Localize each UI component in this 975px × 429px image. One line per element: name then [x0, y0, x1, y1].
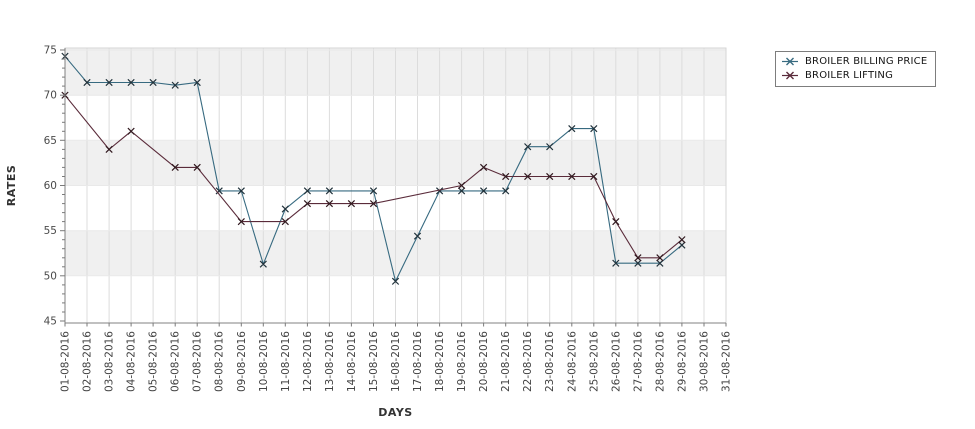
chart-legend: BROILER BILLING PRICE BROILER LIFTING — [775, 51, 936, 87]
y-axis-title: RATES — [5, 165, 18, 207]
axis-ticks — [60, 49, 727, 327]
x-tick-label: 24-08-2016 — [566, 331, 578, 392]
x-tick-label: 31-08-2016 — [721, 331, 733, 392]
x-marker-icon — [782, 57, 798, 66]
x-tick-labels: 01-08-2016 02-08-2016 03-08-2016 04-08-2016… — [60, 331, 733, 392]
legend-label: BROILER BILLING PRICE — [805, 56, 928, 67]
x-tick-label: 08-08-2016 — [214, 331, 226, 392]
x-tick-label: 11-08-2016 — [280, 331, 292, 392]
x-axis-title: DAYS — [378, 406, 412, 419]
x-tick-label: 27-08-2016 — [632, 331, 644, 392]
x-tick-label: 28-08-2016 — [654, 331, 666, 392]
x-tick-label: 16-08-2016 — [390, 331, 402, 392]
legend-label: BROILER LIFTING — [805, 70, 894, 81]
legend-item-broiler-billing-price: BROILER BILLING PRICE — [782, 55, 929, 68]
x-tick-label: 17-08-2016 — [412, 331, 424, 392]
y-tick-label: 60 — [44, 180, 57, 192]
x-marker-icon — [782, 71, 798, 80]
y-tick-labels: 45 50 55 60 65 70 75 — [44, 45, 57, 328]
series-line-broiler-lifting — [64, 94, 683, 259]
x-tick-label: 26-08-2016 — [610, 331, 622, 392]
x-tick-label: 18-08-2016 — [434, 331, 446, 392]
x-tick-label: 14-08-2016 — [346, 331, 358, 392]
x-tick-label: 02-08-2016 — [82, 331, 94, 392]
y-tick-label: 75 — [44, 45, 57, 57]
y-tick-label: 55 — [44, 225, 57, 237]
legend-item-broiler-lifting: BROILER LIFTING — [782, 69, 929, 82]
x-tick-label: 13-08-2016 — [324, 331, 336, 392]
x-tick-label: 30-08-2016 — [699, 331, 711, 392]
y-tick-label: 65 — [44, 135, 57, 147]
x-tick-label: 06-08-2016 — [170, 331, 182, 392]
x-tick-label: 15-08-2016 — [368, 331, 380, 392]
x-tick-label: 10-08-2016 — [258, 331, 270, 392]
x-tick-label: 29-08-2016 — [676, 331, 688, 392]
x-tick-label: 01-08-2016 — [60, 331, 72, 392]
x-tick-label: 05-08-2016 — [148, 331, 160, 392]
x-tick-label: 23-08-2016 — [544, 331, 556, 392]
y-tick-label: 45 — [44, 316, 57, 328]
series-broiler-lifting — [61, 91, 686, 262]
x-tick-label: 04-08-2016 — [126, 331, 138, 392]
x-tick-label: 22-08-2016 — [522, 331, 534, 392]
x-tick-label: 25-08-2016 — [588, 331, 600, 392]
x-tick-label: 20-08-2016 — [478, 331, 490, 392]
x-tick-label: 12-08-2016 — [302, 331, 314, 392]
grid-horizontal — [65, 49, 726, 277]
x-tick-label: 03-08-2016 — [104, 331, 116, 392]
y-tick-label: 70 — [44, 90, 57, 102]
x-tick-label: 19-08-2016 — [456, 331, 468, 392]
x-tick-label: 21-08-2016 — [500, 331, 512, 392]
x-tick-label: 09-08-2016 — [236, 331, 248, 392]
x-tick-label: 07-08-2016 — [192, 331, 204, 392]
y-tick-label: 50 — [44, 270, 57, 282]
series-line-broiler-billing-price — [64, 55, 683, 283]
